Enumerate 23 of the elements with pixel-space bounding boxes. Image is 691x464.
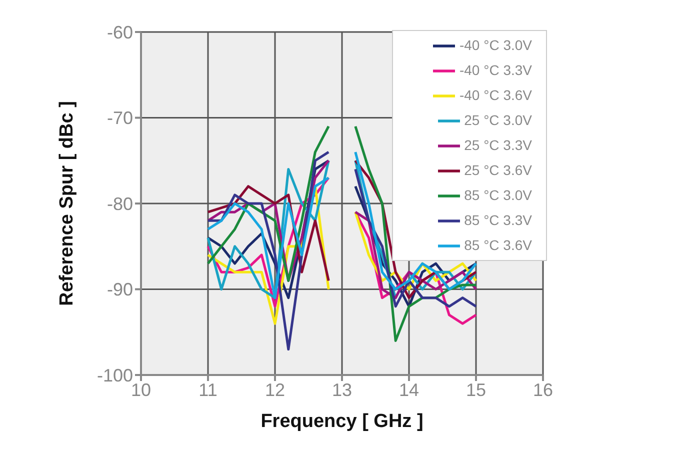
x-tick-label: 12 xyxy=(264,380,286,400)
x-tick-label: 16 xyxy=(532,380,554,400)
legend-label: -40 °C 3.6V xyxy=(459,87,532,103)
legend-label: 25 °C 3.3V xyxy=(464,137,532,153)
legend-label: 85 °C 3.0V xyxy=(464,187,532,203)
y-tick-label: -90 xyxy=(106,280,133,300)
legend-label: -40 °C 3.0V xyxy=(459,37,532,53)
legend-label: 85 °C 3.6V xyxy=(464,237,532,253)
legend-label: 25 °C 3.0V xyxy=(464,112,532,128)
legend-label: -40 °C 3.3V xyxy=(459,62,532,78)
y-tick-label: -60 xyxy=(106,22,133,42)
x-tick-label: 13 xyxy=(332,380,352,400)
y-tick-label: -100 xyxy=(96,365,133,386)
x-tick-label: 15 xyxy=(466,380,486,400)
y-axis-title: Reference Spur [ dBc ] xyxy=(56,101,78,306)
legend-label: 85 °C 3.3V xyxy=(464,212,532,228)
y-tick-label: -70 xyxy=(106,108,133,128)
legend-label: 25 °C 3.6V xyxy=(464,162,532,178)
x-tick-label: 10 xyxy=(130,380,152,400)
x-axis-title: Frequency [ GHz ] xyxy=(260,411,424,432)
x-tick-label: 14 xyxy=(398,380,420,400)
y-tick-label: -80 xyxy=(106,194,133,214)
x-tick-label: 11 xyxy=(198,380,218,400)
